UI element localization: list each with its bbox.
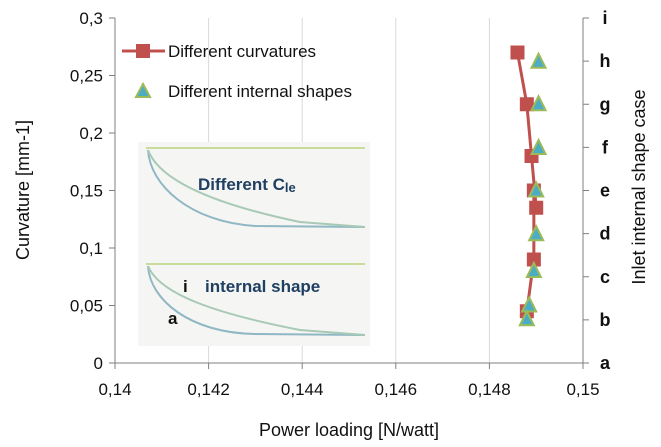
y2-tick-label: g: [600, 94, 611, 114]
y2-tick-label: e: [600, 181, 610, 201]
x-tick-label: 0,148: [468, 380, 511, 399]
y-tick-label: 0,1: [79, 239, 103, 258]
y2-tick-label: d: [600, 224, 611, 244]
legend-label-shapes: Different internal shapes: [168, 82, 352, 101]
inset-marker-a: a: [168, 309, 178, 328]
point-internal-shapes: [518, 309, 536, 327]
inset-blade-top-inner: [147, 149, 366, 228]
y2-tick-label: f: [602, 137, 609, 157]
legend: Different curvatures Different internal …: [122, 42, 352, 101]
point-internal-shapes: [529, 137, 548, 155]
inset-label-bottom: internal shape: [205, 277, 320, 296]
point-curvatures: [519, 97, 534, 112]
y2-tick-label: b: [600, 310, 611, 330]
y-ticks: 0 0,05 0,1 0,15 0,2 0,25 0,3: [70, 9, 115, 373]
x-ticks: 0,14 0,142 0,144 0,146 0,148 0,15: [98, 363, 600, 399]
x-tick-label: 0,142: [187, 380, 230, 399]
inset-blade-bottom-inner: [147, 265, 366, 336]
y-tick-label: 0,15: [70, 182, 103, 201]
y2-tick-label: h: [600, 51, 611, 71]
x-tick-label: 0,14: [98, 380, 131, 399]
point-curvatures: [526, 252, 541, 267]
series-layer: [510, 45, 548, 327]
point-internal-shapes: [527, 180, 545, 198]
y-tick-label: 0,3: [79, 9, 103, 28]
y-axis-title: Curvature [mm-1]: [13, 120, 33, 260]
x-tick-label: 0,144: [281, 380, 324, 399]
y-tick-label: 0,2: [79, 124, 103, 143]
x-tick-label: 0,146: [375, 380, 418, 399]
inset-blade-bottom-outer: [147, 265, 366, 336]
inset-blade-top-outer: [147, 149, 366, 228]
y-tick-label: 0,05: [70, 297, 103, 316]
inset-image: Different Cle internal shape i a: [138, 142, 370, 346]
point-curvatures: [510, 45, 525, 60]
legend-marker-triangle: [134, 81, 152, 98]
y2-tick-label: c: [600, 267, 610, 287]
point-internal-shapes: [529, 94, 548, 112]
point-internal-shapes: [527, 223, 545, 242]
y-tick-label: 0: [94, 354, 103, 373]
y-tick-label: 0,25: [70, 67, 103, 86]
point-internal-shapes: [525, 260, 543, 278]
point-curvatures: [529, 200, 544, 215]
x-tick-label: 0,15: [566, 380, 599, 399]
x-axis-title: Power loading [N/watt]: [259, 420, 439, 440]
inset-marker-i: i: [183, 277, 188, 296]
legend-label-curvatures: Different curvatures: [168, 42, 316, 61]
y2-tick-label: a: [600, 353, 611, 373]
y2-ticks: a b c d e f g h i: [583, 8, 611, 373]
y2-tick-label: i: [602, 8, 607, 28]
point-internal-shapes: [520, 295, 538, 313]
legend-marker-square: [136, 44, 150, 58]
y2-axis-title: Inlet internal shape case: [629, 89, 649, 284]
point-internal-shapes: [529, 51, 548, 69]
inset-label-top: Different Cle: [198, 175, 296, 195]
